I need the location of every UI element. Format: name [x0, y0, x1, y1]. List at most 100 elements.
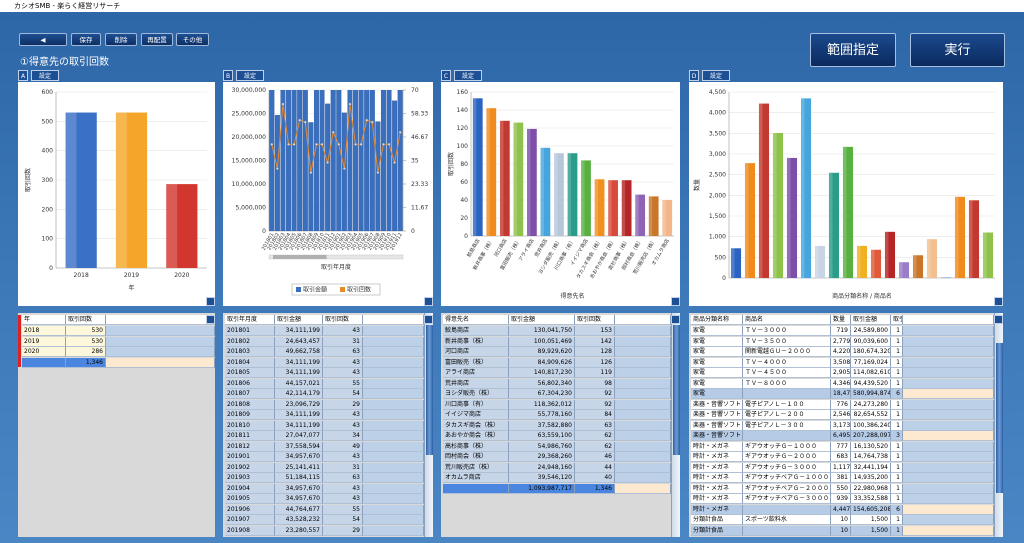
table-row: 楽器・音響ソフト 電子ピアノＬ－１００ 776 24,273,280 1 [689, 399, 994, 410]
table-cell: 高杉商事（株） [443, 441, 509, 452]
column-header: 取引回数 [575, 315, 615, 325]
row-filler [615, 441, 671, 452]
row-filler [615, 378, 671, 389]
legend-swatch [340, 287, 345, 292]
column-header: 商品名 [743, 315, 831, 325]
table-cell: オカムラ商店 [443, 473, 509, 483]
row-filler [363, 378, 424, 389]
settings-button[interactable]: 設定 [702, 70, 730, 81]
table-cell: 63 [323, 347, 363, 357]
table-row: 201811 27,047,077 34 [223, 431, 424, 441]
table-cell: 201906 [225, 504, 275, 515]
table-cell: ＴＶ－３０００ [743, 326, 831, 336]
table-row: 201802 24,643,457 31 [223, 336, 424, 347]
table-cell: 55 [323, 378, 363, 389]
bar [65, 112, 97, 269]
table-row: 1,346 [18, 357, 215, 368]
y-axis-label: 数量 [693, 179, 701, 191]
row-filler [903, 483, 994, 494]
table-cell: 1 [891, 410, 903, 420]
column-header: 商品分類名称 [691, 315, 743, 325]
y-tick-label: 120 [457, 125, 469, 132]
corner-button[interactable] [994, 315, 1003, 324]
scrollbar[interactable] [424, 313, 433, 537]
table-cell: 家電 [691, 336, 743, 347]
corner-button[interactable] [994, 297, 1003, 306]
table-cell: 34,957,670 [275, 494, 323, 504]
y-axis-label: 取引回数 [447, 152, 455, 176]
toolbar-button[interactable]: 保存 [71, 33, 101, 46]
table-cell: 分類計食品 [691, 515, 743, 525]
bar [302, 90, 308, 231]
run-button[interactable]: 実行 [910, 33, 1005, 67]
y-tick-label: 100 [457, 143, 469, 150]
bar [648, 196, 659, 236]
table-cell: 201805 [225, 368, 275, 378]
bar [540, 147, 551, 236]
row-filler [363, 410, 424, 420]
bar-shine [744, 163, 749, 278]
column-header: 数量 [831, 315, 851, 325]
data-table: 商品分類名称商品名数量取引金額取引家電ＴＶ－３０００71924,589,8001… [689, 313, 1003, 537]
row-filler [363, 368, 424, 378]
bar [375, 121, 381, 231]
table-row: 時計・メガネ ギアウオッチＧ－３０００ 1,117 32,441,194 1 [689, 462, 994, 473]
bar [274, 115, 280, 231]
table-cell: 29 [323, 399, 363, 410]
table-cell: 43 [323, 357, 363, 368]
bar [912, 255, 924, 278]
table-cell: 24,948,160 [509, 462, 575, 473]
toolbar-button[interactable]: 削除 [105, 33, 137, 46]
y-tick-label: 1,500 [709, 213, 726, 220]
scroll-thumb [273, 255, 327, 259]
bar [280, 90, 286, 231]
toolbar-button[interactable]: その他 [176, 33, 209, 46]
table-cell: 43,528,232 [275, 515, 323, 525]
toolbar-button[interactable]: 再配置 [141, 33, 173, 46]
y-tick-label: 0 [722, 275, 726, 282]
toolbar-button[interactable]: ◀ [19, 33, 67, 46]
point [343, 167, 346, 170]
table-cell: 23,096,729 [275, 399, 323, 410]
scrollbar[interactable] [671, 313, 680, 537]
corner-button[interactable] [206, 315, 215, 324]
table-cell: ヨシダ販売（株） [443, 389, 509, 399]
settings-button[interactable]: 設定 [236, 70, 264, 81]
table-cell: ギアウオッチベアＧ－２０００ [743, 483, 831, 494]
row-filler [903, 389, 994, 399]
table-cell: 2020 [22, 347, 66, 357]
bar [758, 103, 770, 278]
table-cell: ギアウオッチＧ－１０００ [743, 441, 831, 452]
row-filler [903, 441, 994, 452]
table-cell: 1,346 [66, 357, 106, 368]
scrollbar[interactable] [994, 313, 1003, 537]
corner-button[interactable] [424, 297, 433, 306]
corner-button[interactable] [671, 315, 680, 324]
settings-button[interactable]: 設定 [31, 70, 59, 81]
panel-tag: C [441, 70, 451, 81]
row-filler [615, 315, 671, 325]
settings-button[interactable]: 設定 [454, 70, 482, 81]
table-cell: 201807 [225, 389, 275, 399]
bar-shine [884, 231, 889, 278]
table-cell: スポーツ飲料水 [743, 515, 831, 525]
scroll-thumb [673, 325, 680, 455]
y-tick-label: 400 [42, 148, 54, 155]
table-cell: 14,764,738 [851, 452, 891, 462]
panel: B 設定 0 5,000,000 10,000,000 15,000,000 20,000,… [223, 70, 433, 306]
data-table: 取引年月度 取引金額 取引回数 201801 34,111,199 43 201802 24,… [223, 313, 433, 537]
legend-label: 取引金額 [303, 286, 327, 294]
corner-button[interactable] [206, 297, 215, 306]
y-tick-label: 40 [460, 197, 468, 204]
table-cell: 27,047,077 [275, 431, 323, 441]
table-cell: 1,093,987,717 [509, 483, 575, 494]
table-cell: 43 [323, 326, 363, 336]
table-row: 荒川販売店（株） 24,948,160 44 [441, 462, 671, 473]
table-row: 富田販売（株） 84,909,626 126 [441, 357, 671, 368]
range-button[interactable]: 範囲指定 [810, 33, 896, 67]
table-row: 201903 51,184,115 63 [223, 473, 424, 483]
corner-button[interactable] [424, 315, 433, 324]
table-cell: 22,980,968 [851, 483, 891, 494]
table-cell: 6 [891, 389, 903, 399]
corner-button[interactable] [671, 297, 680, 306]
